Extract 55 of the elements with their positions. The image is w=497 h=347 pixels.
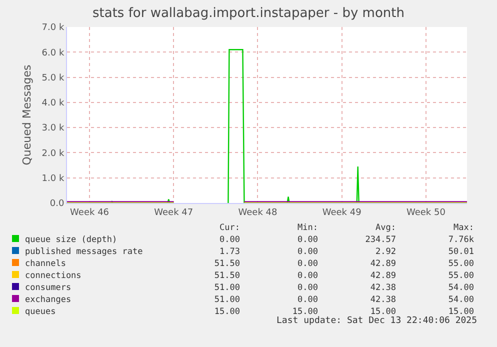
text: 0.00 (296, 294, 318, 306)
y-tick-label: 6.0 k (42, 48, 65, 58)
x-tick-label: Week 49 (322, 208, 362, 218)
text: 15.00 (292, 306, 318, 317)
text: 54.00 (447, 282, 474, 294)
y-axis-title: Queued Messages (20, 64, 34, 166)
text: 234.57 (364, 234, 396, 246)
x-tick-label: Week 47 (154, 208, 194, 218)
legend-label: channels (24, 258, 67, 270)
text: 15.00 (213, 306, 240, 318)
text: 42.38 (369, 282, 396, 294)
y-tick-label: 0.0 (50, 199, 64, 210)
text: 50.01 (447, 246, 474, 258)
text: 55.00 (447, 258, 474, 270)
text: 7.76k (447, 234, 474, 246)
legend-label: published messages rate (24, 246, 144, 258)
legend-label: queue size (depth) (24, 234, 118, 246)
y-tick-label: 3.0 k (42, 124, 65, 134)
text: 2.92 (374, 246, 396, 258)
y-tick-label: 7.0 k (42, 23, 65, 34)
text: 0.00 (296, 282, 318, 294)
text: Avg: (374, 222, 396, 234)
text: Max: (452, 222, 474, 234)
legend-label: consumers (24, 282, 72, 294)
text: 51.50 (213, 258, 240, 270)
text: 55.00 (447, 270, 474, 282)
text: 51.00 (213, 294, 240, 306)
text: 0.00 (296, 270, 318, 282)
text: 51.50 (213, 270, 240, 282)
legend-label: queues (24, 306, 57, 318)
text: 54.00 (447, 294, 474, 306)
x-tick-label: Week 48 (238, 208, 278, 218)
text: 0.00 (296, 246, 318, 258)
text: 1.73 (218, 246, 240, 258)
text: Cur: (218, 222, 240, 234)
legend-label: connections (24, 270, 82, 282)
y-tick-label: 1.0 k (42, 174, 65, 184)
chart-title: stats for wallabag.import.instapaper - by month (92, 6, 405, 22)
text: 42.89 (369, 270, 396, 282)
y-tick-label: 2.0 k (42, 148, 65, 159)
text: 0.00 (218, 234, 240, 246)
text: 42.89 (369, 258, 396, 270)
text: Last update: Sat Dec 13 22:40:06 2025 (276, 316, 477, 326)
x-tick-label: Week 50 (406, 208, 446, 218)
legend-label: exchanges (24, 294, 72, 306)
text: Min: (296, 222, 318, 234)
text: 51.00 (213, 282, 240, 294)
text: 42.38 (369, 294, 396, 306)
text: 15.00 (448, 306, 474, 317)
text: 15.00 (370, 306, 396, 317)
text: 0.00 (296, 258, 318, 270)
y-tick-label: 4.0 k (42, 98, 65, 109)
text: 0.00 (296, 234, 318, 246)
y-tick-label: 5.0 k (42, 73, 65, 84)
x-tick-label: Week 46 (70, 208, 110, 218)
